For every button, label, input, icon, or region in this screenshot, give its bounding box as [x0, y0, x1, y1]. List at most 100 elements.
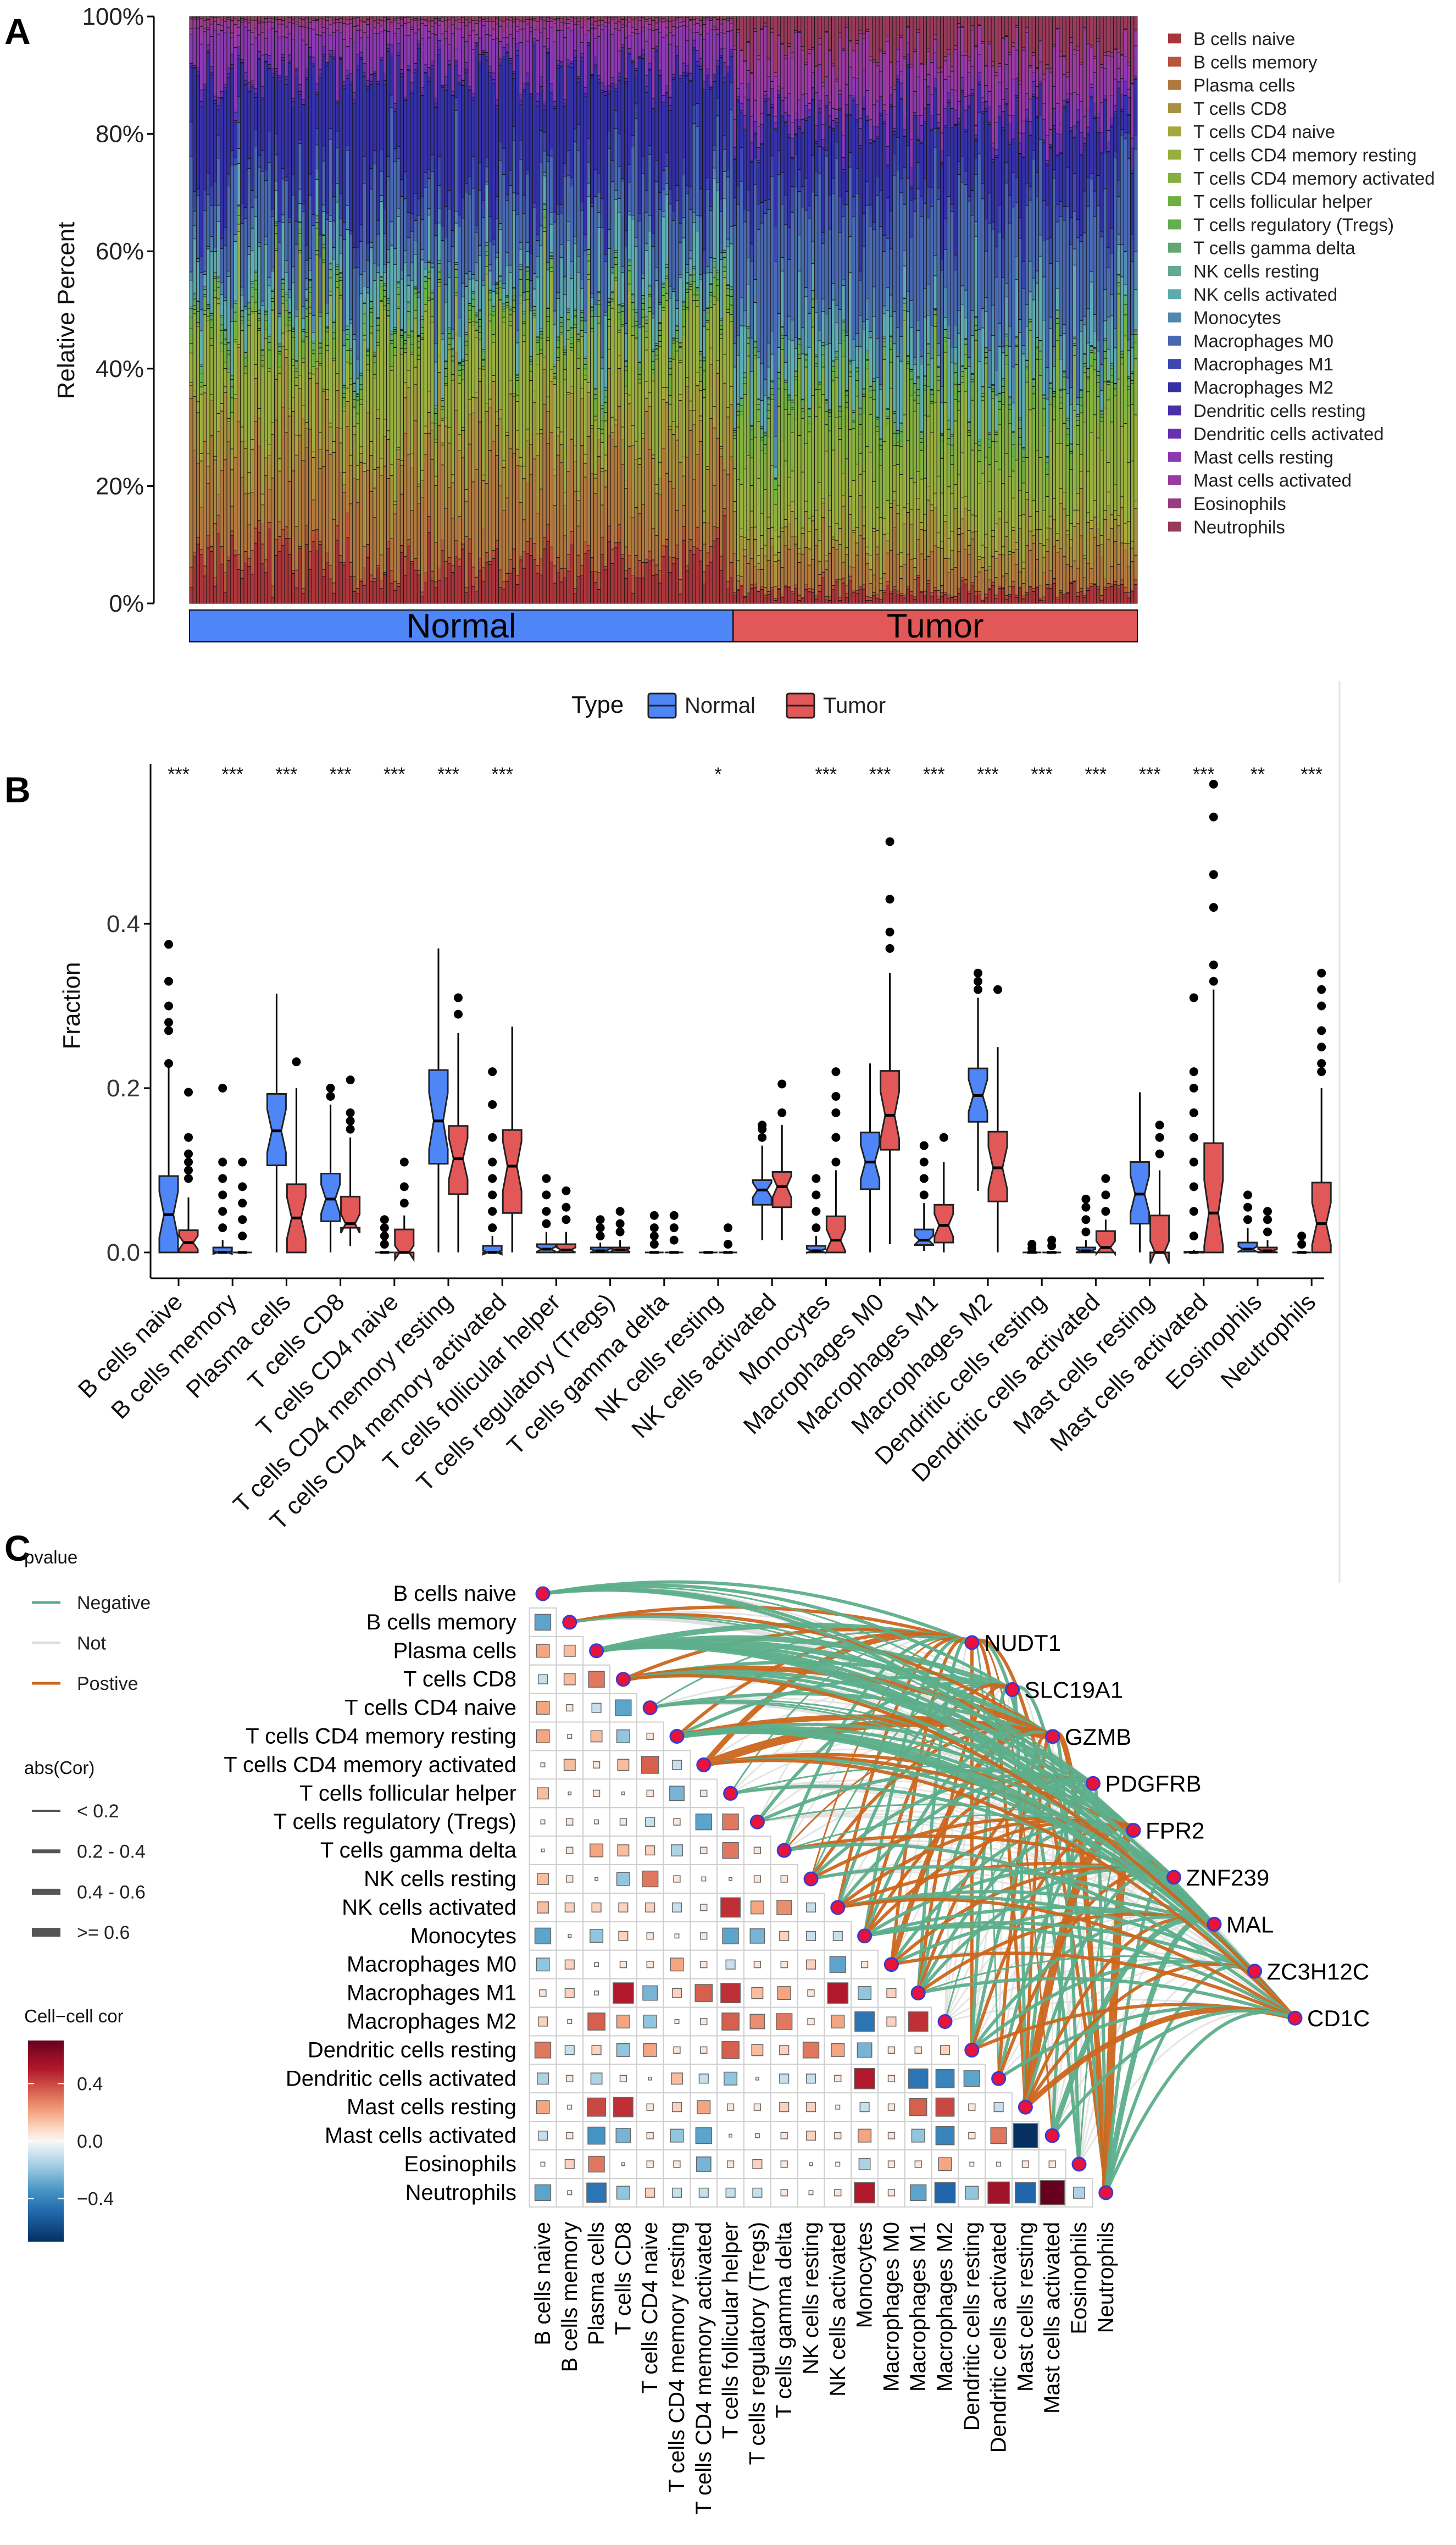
bar-segment-7 — [267, 350, 271, 369]
bar-segment-0 — [766, 594, 771, 604]
bar-segment-11 — [933, 275, 937, 309]
bar-segment-19 — [478, 20, 482, 38]
bar-segment-8 — [841, 330, 846, 341]
bar-segment-6 — [457, 375, 462, 384]
bar-segment-20 — [502, 21, 506, 31]
bar-segment-11 — [366, 292, 370, 350]
bar-segment-4 — [678, 394, 682, 401]
bar-segment-14 — [736, 186, 741, 205]
bar-segment-1 — [838, 597, 842, 601]
bar-segment-6 — [553, 378, 557, 385]
bar-segment-7 — [529, 364, 533, 372]
bar-segment-6 — [627, 284, 632, 291]
bar-segment-1 — [223, 572, 227, 593]
bar-segment-7 — [321, 247, 326, 260]
bar-segment-5 — [740, 484, 744, 529]
bar-segment-15 — [329, 56, 333, 129]
bar-segment-7 — [804, 359, 808, 368]
bar-segment-20 — [399, 17, 404, 20]
bar-segment-3 — [732, 511, 737, 554]
bar-segment-7 — [698, 367, 703, 382]
bar-segment-12 — [712, 168, 716, 180]
bar-segment-17 — [206, 44, 210, 51]
bar-segment-19 — [858, 33, 863, 119]
bar-segment-4 — [957, 528, 961, 535]
bar-segment-5 — [512, 311, 516, 394]
bar-segment-14 — [382, 208, 387, 234]
bar-segment-16 — [617, 76, 621, 81]
bar-segment-17 — [312, 57, 316, 64]
bar-segment-18 — [620, 27, 625, 45]
bar-segment-13 — [542, 151, 547, 173]
bar-segment-11 — [287, 297, 292, 313]
bar-segment-21 — [933, 16, 937, 35]
bar-segment-12 — [648, 215, 652, 232]
bar-segment-20 — [416, 19, 421, 26]
bar-segment-21 — [250, 16, 254, 21]
bar-segment-1 — [766, 591, 771, 595]
bar-segment-18 — [349, 38, 353, 74]
bar-segment-3 — [349, 465, 353, 504]
bar-segment-14 — [838, 196, 842, 233]
bar-segment-14 — [923, 178, 927, 204]
bar-segment-13 — [260, 171, 265, 302]
bar-segment-12 — [338, 235, 343, 254]
bar-segment-1 — [437, 568, 441, 581]
bar-segment-3 — [342, 484, 346, 493]
bar-segment-21 — [260, 16, 265, 23]
bar-segment-0 — [332, 592, 336, 604]
bar-segment-20 — [709, 18, 713, 21]
bar-segment-7 — [685, 292, 690, 308]
bar-segment-8 — [736, 411, 741, 415]
bar-segment-4 — [586, 382, 591, 393]
bar-segment-2 — [692, 479, 696, 547]
bar-segment-9 — [590, 307, 594, 312]
bar-segment-8 — [869, 390, 873, 398]
bar-segment-6 — [332, 358, 336, 361]
bar-segment-20 — [434, 18, 438, 24]
bar-segment-21 — [736, 16, 741, 30]
bar-segment-18 — [950, 89, 954, 109]
bar-segment-11 — [559, 257, 564, 318]
bar-segment-8 — [787, 397, 791, 401]
bar-segment-20 — [882, 51, 886, 54]
bar-segment-0 — [610, 563, 615, 604]
bar-segment-14 — [508, 170, 513, 186]
bar-segment-13 — [614, 128, 618, 191]
bar-segment-1 — [702, 572, 707, 585]
bar-segment-15 — [641, 58, 645, 157]
bar-segment-6 — [444, 382, 448, 386]
bar-segment-21 — [345, 16, 350, 20]
bar-segment-11 — [637, 328, 642, 363]
bar-segment-10 — [349, 348, 353, 351]
bar-segment-6 — [773, 504, 778, 530]
bar-segment-14 — [766, 199, 771, 210]
bar-segment-12 — [603, 312, 608, 316]
bar-segment-1 — [277, 536, 282, 552]
bar-segment-7 — [291, 337, 296, 360]
bar-segment-13 — [661, 190, 666, 212]
bar-segment-9 — [379, 277, 384, 281]
bar-segment-1 — [624, 570, 629, 579]
bar-segment-13 — [508, 185, 513, 265]
bar-segment-9 — [536, 337, 540, 341]
bar-segment-11 — [671, 291, 676, 337]
bar-segment-3 — [267, 456, 271, 490]
bar-segment-15 — [342, 88, 346, 223]
bar-segment-6 — [603, 412, 608, 422]
bar-segment-2 — [468, 443, 472, 540]
bar-segment-19 — [709, 20, 713, 30]
bar-segment-0 — [284, 538, 288, 604]
bar-segment-8 — [298, 229, 302, 234]
bar-segment-15 — [872, 141, 876, 223]
bar-segment-3 — [355, 479, 360, 503]
bar-segment-1 — [869, 597, 873, 601]
bar-segment-20 — [654, 17, 659, 24]
bar-segment-0 — [892, 589, 897, 604]
bar-segment-4 — [352, 426, 357, 435]
bar-segment-20 — [671, 20, 676, 27]
bar-segment-18 — [783, 97, 788, 113]
bar-segment-6 — [705, 322, 710, 330]
bar-segment-8 — [304, 308, 309, 317]
bar-segment-18 — [801, 95, 805, 120]
